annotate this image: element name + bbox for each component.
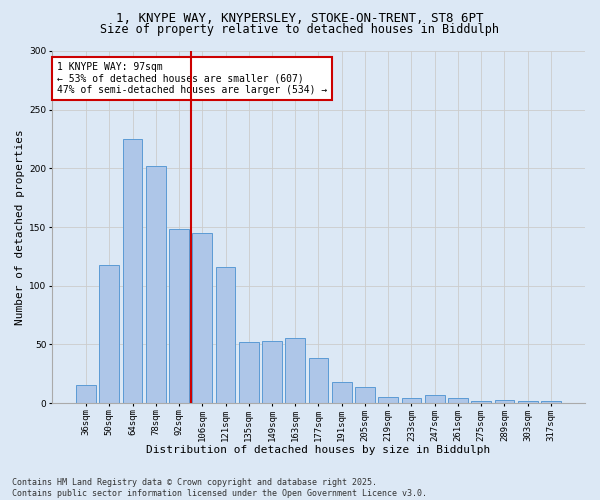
Bar [100,264,119,403]
Bar [308,358,328,403]
Text: 1, KNYPE WAY, KNYPERSLEY, STOKE-ON-TRENT, ST8 6PT: 1, KNYPE WAY, KNYPERSLEY, STOKE-ON-TRENT… [116,12,484,26]
Bar [239,342,259,403]
X-axis label: Distribution of detached houses by size in Biddulph: Distribution of detached houses by size … [146,445,491,455]
Text: 1 KNYPE WAY: 97sqm
← 53% of detached houses are smaller (607)
47% of semi-detach: 1 KNYPE WAY: 97sqm ← 53% of detached hou… [58,62,328,95]
Bar [401,398,421,403]
Bar [146,166,166,403]
Bar [541,400,561,403]
Bar [286,338,305,403]
Bar [425,395,445,403]
Bar [379,397,398,403]
Bar [215,267,235,403]
Bar [262,341,282,403]
Bar [494,400,514,403]
Bar [518,400,538,403]
Bar [193,233,212,403]
Bar [471,400,491,403]
Bar [122,139,142,403]
Text: Contains HM Land Registry data © Crown copyright and database right 2025.
Contai: Contains HM Land Registry data © Crown c… [12,478,427,498]
Bar [448,398,468,403]
Bar [332,382,352,403]
Bar [76,386,96,403]
Text: Size of property relative to detached houses in Biddulph: Size of property relative to detached ho… [101,22,499,36]
Bar [169,230,189,403]
Y-axis label: Number of detached properties: Number of detached properties [15,129,25,325]
Bar [355,386,375,403]
